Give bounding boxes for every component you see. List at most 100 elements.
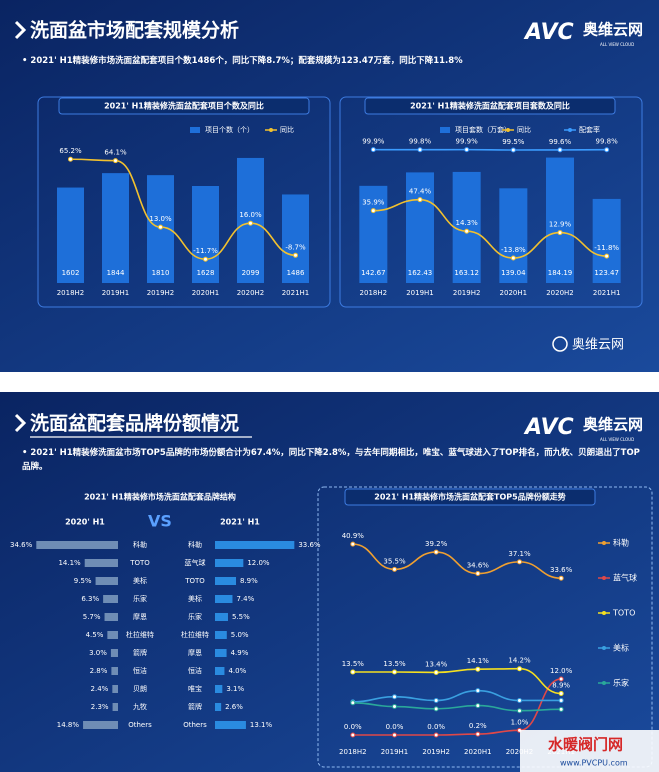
data-label: 64.1% bbox=[104, 149, 127, 157]
logo-brand: AVC bbox=[523, 20, 574, 45]
chart-title-band bbox=[364, 97, 616, 115]
category-label: 科勒 bbox=[188, 540, 202, 549]
data-label: 13.5% bbox=[342, 660, 365, 668]
title-icon bbox=[14, 413, 27, 433]
line-point bbox=[350, 541, 356, 547]
x-tick-label: 2020H1 bbox=[500, 289, 528, 297]
bar bbox=[215, 685, 223, 693]
data-label: 13.0% bbox=[149, 215, 172, 223]
data-label: 3.1% bbox=[226, 685, 244, 693]
line-series bbox=[352, 667, 562, 695]
legend-label: 科勒 bbox=[613, 538, 629, 548]
category-label: 科勒 bbox=[133, 540, 147, 549]
data-label: 35.5% bbox=[383, 557, 406, 565]
legend-swatch bbox=[506, 128, 510, 132]
bar bbox=[215, 541, 295, 549]
x-tick-label: 2020H2 bbox=[546, 289, 574, 297]
legend-swatch bbox=[269, 128, 273, 132]
line-point bbox=[558, 676, 564, 682]
line-point bbox=[475, 571, 481, 577]
legend-label: 美标 bbox=[613, 643, 629, 653]
category-label: 箭牌 bbox=[133, 648, 147, 657]
data-label: 1.0% bbox=[511, 718, 529, 726]
x-tick-label: 2020H1 bbox=[192, 289, 220, 297]
line-point bbox=[510, 255, 516, 261]
x-tick-label: 2018H2 bbox=[360, 289, 388, 297]
bar bbox=[95, 577, 118, 585]
data-label: 13.4% bbox=[425, 660, 448, 668]
chart-title-band bbox=[344, 488, 596, 506]
bar bbox=[215, 613, 228, 621]
footer-watermark-url: www.PVCPU.com bbox=[560, 759, 628, 768]
bar bbox=[112, 703, 118, 711]
bar bbox=[111, 667, 118, 675]
bar bbox=[406, 172, 434, 283]
line-point bbox=[557, 147, 563, 153]
data-label: 13.5% bbox=[383, 660, 406, 668]
line-point bbox=[433, 669, 439, 675]
line-point bbox=[517, 666, 522, 672]
line-point bbox=[433, 732, 439, 738]
bar-label: 163.12 bbox=[454, 269, 479, 277]
data-label: 14.1% bbox=[467, 657, 490, 665]
legend-swatch bbox=[602, 681, 606, 685]
x-tick-label: 2020H2 bbox=[506, 748, 534, 756]
line-point bbox=[475, 703, 481, 709]
bar bbox=[215, 595, 233, 603]
data-label: 12.0% bbox=[247, 559, 270, 567]
line-point bbox=[475, 666, 481, 672]
category-label: 箭牌 bbox=[188, 702, 202, 711]
line-point bbox=[417, 147, 423, 153]
data-label: 9.5% bbox=[74, 577, 92, 585]
x-tick-label: 2021H1 bbox=[593, 289, 621, 297]
data-label: 5.7% bbox=[83, 613, 101, 621]
category-label: 美标 bbox=[188, 594, 202, 603]
data-label: 0.0% bbox=[386, 723, 404, 731]
bar bbox=[83, 721, 118, 729]
x-tick-label: 2020H1 bbox=[464, 748, 492, 756]
bar bbox=[102, 173, 129, 283]
data-label: 4.9% bbox=[231, 649, 249, 657]
x-tick-label: 2019H1 bbox=[102, 289, 130, 297]
data-label: 14.8% bbox=[57, 721, 80, 729]
chart-title: 2021' H1精装修洗面盆配套项目套数及同比 bbox=[410, 101, 570, 111]
line-point bbox=[557, 230, 563, 236]
line-point bbox=[604, 253, 610, 259]
line-point bbox=[370, 147, 376, 153]
data-label: 6.3% bbox=[81, 595, 99, 603]
legend-swatch bbox=[440, 127, 450, 133]
bar bbox=[592, 198, 621, 283]
line-point bbox=[433, 697, 439, 703]
data-label: 14.1% bbox=[58, 559, 81, 567]
category-label: 摩恩 bbox=[133, 612, 147, 621]
bar bbox=[110, 649, 118, 657]
logo-brand: AVC bbox=[523, 415, 574, 440]
category-label: 乐家 bbox=[188, 612, 202, 621]
data-label: -11.7% bbox=[193, 247, 218, 255]
x-tick-label: 2020H2 bbox=[237, 289, 265, 297]
data-label: 99.8% bbox=[596, 138, 619, 146]
data-label: 16.0% bbox=[239, 211, 262, 219]
legend-label: 同比 bbox=[517, 125, 531, 134]
bullet-box: • 2021' H1精装修市场洗面盆配套项目个数1486个，同比下降8.7%；配… bbox=[22, 56, 463, 66]
data-label: 47.4% bbox=[409, 188, 432, 196]
category-label: 摩恩 bbox=[188, 648, 202, 657]
slide-title: 洗面盆市场配套规模分析 bbox=[30, 19, 239, 42]
data-label: 2.4% bbox=[91, 685, 109, 693]
bar bbox=[215, 577, 237, 585]
bar-label: 2099 bbox=[242, 269, 260, 277]
category-label: 蓝气球 bbox=[185, 558, 206, 567]
line-point bbox=[558, 697, 564, 703]
x-tick-label: 2021H1 bbox=[282, 289, 310, 297]
bar bbox=[84, 559, 118, 567]
footer-watermark-bg bbox=[520, 730, 659, 772]
category-label: 美标 bbox=[133, 576, 147, 585]
bar bbox=[215, 667, 225, 675]
series-header: 2020' H1 bbox=[65, 518, 105, 527]
line-point bbox=[510, 147, 516, 153]
bar-label: 1486 bbox=[287, 269, 305, 277]
line-point bbox=[604, 147, 610, 153]
line-point bbox=[517, 708, 522, 714]
